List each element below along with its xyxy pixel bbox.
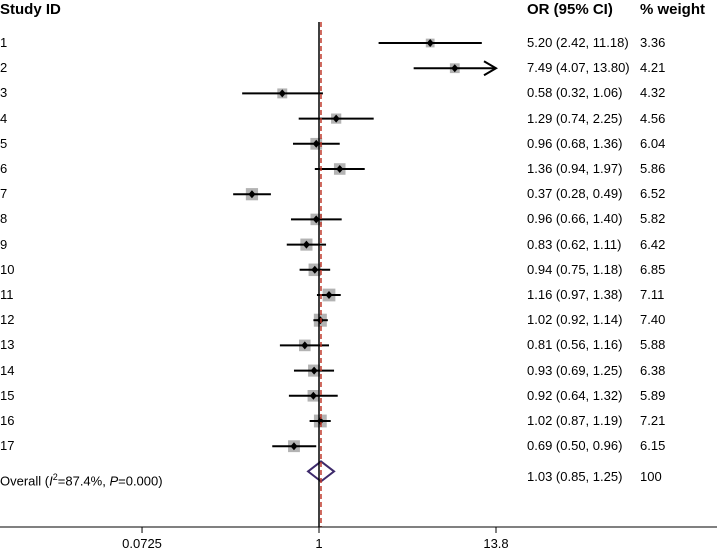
x-tick-label: 0.0725: [122, 536, 162, 551]
study-or-text: 0.94 (0.75, 1.18): [527, 261, 623, 277]
study-id: 6: [0, 161, 8, 176]
study-id: 9: [0, 236, 8, 252]
i2-superscript: 2: [52, 472, 58, 482]
study-or-text: 1.02 (0.92, 1.14): [527, 312, 623, 328]
p-symbol: P: [109, 473, 119, 489]
study-or-text: 0.96 (0.68, 1.36): [527, 135, 623, 151]
point-estimate: [248, 190, 256, 199]
study-weight-text: 5.86: [640, 161, 666, 176]
study-id: 11: [0, 287, 14, 302]
study-or-text: 1.02 (0.87, 1.19): [527, 413, 623, 428]
study-or-text: 0.37 (0.28, 0.49): [527, 186, 623, 202]
point-estimate: [451, 64, 459, 73]
study-or-text: 5.20 (2.42, 11.18): [527, 35, 629, 50]
point-estimate: [302, 240, 310, 249]
point-estimate: [312, 139, 320, 148]
study-or-text: 1.16 (0.97, 1.38): [527, 287, 623, 302]
overall-or-text: 1.03 (0.85, 1.25): [527, 469, 623, 484]
point-estimate: [310, 366, 318, 375]
study-weight-text: 6.15: [640, 438, 666, 454]
study-id: 5: [0, 135, 8, 151]
study-or-text: 0.92 (0.64, 1.32): [527, 387, 623, 403]
point-estimate: [325, 291, 333, 299]
point-estimate: [278, 89, 286, 98]
point-estimate: [311, 265, 319, 274]
i2-symbol: I: [49, 473, 53, 489]
study-weight-text: 6.42: [640, 236, 666, 252]
x-tick-label: 1: [315, 536, 323, 551]
study-or-text: 0.96 (0.66, 1.40): [527, 211, 623, 227]
p-value: =0.000): [118, 473, 163, 489]
study-id: 8: [0, 211, 8, 227]
study-weight-text: 3.36: [640, 35, 666, 50]
study-weight-text: 5.89: [640, 387, 666, 403]
study-weight-text: 6.85: [640, 261, 666, 277]
point-estimate: [290, 442, 298, 451]
header-or-ci: OR (95% CI): [527, 1, 613, 18]
study-weight-text: 4.21: [640, 60, 666, 76]
study-id: 16: [0, 413, 15, 428]
study-or-text: 1.29 (0.74, 2.25): [527, 110, 623, 126]
study-or-text: 0.58 (0.32, 1.06): [527, 85, 623, 101]
ci-arrow: [483, 60, 498, 77]
point-estimate: [332, 114, 340, 123]
x-tick-label: 13.8: [483, 536, 509, 551]
study-or-text: 0.81 (0.56, 1.16): [527, 337, 623, 353]
study-weight-text: 6.38: [640, 362, 666, 378]
study-id: 15: [0, 387, 15, 403]
study-id: 13: [0, 337, 15, 353]
study-weight-text: 5.82: [640, 211, 666, 227]
i2-value: =87.4%,: [57, 473, 110, 489]
study-id: 14: [0, 362, 15, 378]
study-id: 17: [0, 438, 15, 454]
point-estimate: [312, 215, 320, 224]
point-estimate: [309, 391, 317, 400]
study-id: 1: [0, 35, 8, 50]
study-weight-text: 6.52: [640, 186, 666, 202]
study-weight-text: 4.32: [640, 85, 666, 101]
study-weight-text: 7.21: [640, 413, 666, 428]
study-weight-text: 4.56: [640, 110, 666, 126]
header-weight: % weight: [640, 1, 706, 18]
study-weight-text: 5.88: [640, 337, 666, 353]
study-or-text: 7.49 (4.07, 13.80): [527, 60, 630, 76]
study-or-text: 0.69 (0.50, 0.96): [527, 438, 623, 454]
study-or-text: 0.93 (0.69, 1.25): [527, 362, 623, 378]
overall-label-prefix: Overall (: [0, 473, 50, 489]
header-study-id: Study ID: [0, 1, 61, 18]
study-weight-text: 6.04: [640, 135, 666, 151]
study-id: 7: [0, 186, 8, 202]
study-weight-text: 7.40: [640, 312, 666, 328]
overall-weight-text: 100: [640, 469, 662, 484]
study-or-text: 1.36 (0.94, 1.97): [527, 161, 623, 176]
study-id: 12: [0, 312, 15, 328]
study-id: 3: [0, 85, 8, 101]
overall-label: Overall (I2=87.4%, P=0.000): [0, 469, 163, 489]
point-estimate: [426, 39, 434, 47]
study-id: 10: [0, 261, 15, 277]
overall-diamond: [306, 460, 336, 483]
study-weight-text: 7.11: [640, 287, 665, 302]
study-id: 4: [0, 110, 8, 126]
point-estimate: [301, 341, 309, 350]
study-or-text: 0.83 (0.62, 1.11): [527, 236, 622, 252]
study-id: 2: [0, 60, 8, 76]
point-estimate: [336, 165, 344, 173]
